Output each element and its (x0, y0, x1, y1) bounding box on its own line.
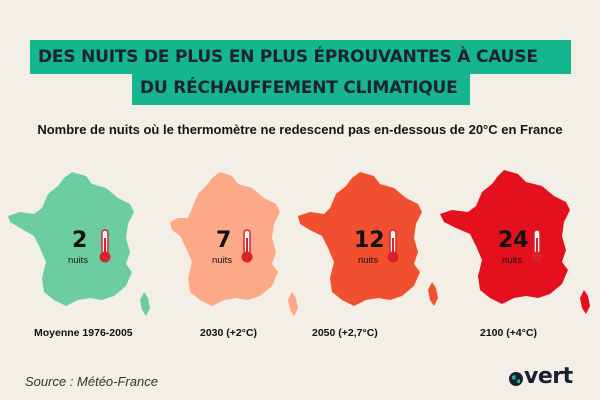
thermometer-icon (241, 229, 253, 263)
france-mainland (298, 172, 422, 306)
map-label: Moyenne 1976-2005 (34, 327, 133, 339)
map-card-2100: 24 nuits 2100 (+4°C) (438, 160, 590, 360)
brand-name: vert (524, 364, 573, 389)
source-credit: Source : Météo-France (25, 374, 158, 389)
corsica (288, 292, 298, 316)
france-mainland (8, 172, 134, 306)
corsica (140, 292, 150, 316)
thermometer-icon (99, 229, 111, 263)
france-map (170, 172, 298, 316)
corsica (580, 290, 590, 314)
corsica (428, 282, 438, 306)
france-map (298, 172, 438, 306)
map-label: 2100 (+4°C) (480, 327, 538, 339)
france-map (8, 172, 150, 316)
earth-icon (509, 372, 523, 386)
maps-row: 2 nuits Moyenne 1976-2005 7 nuits 2030 (… (0, 160, 600, 360)
map-unit: nuits (212, 255, 233, 266)
map-unit: nuits (502, 255, 523, 266)
map-card-2050: 12 nuits 2050 (+2,7°C) (296, 160, 446, 360)
map-unit: nuits (358, 255, 379, 266)
title-line-2: DU RÉCHAUFFEMENT CLIMATIQUE (132, 71, 470, 105)
title-line-1: DES NUITS DE PLUS EN PLUS ÉPROUVANTES À … (30, 40, 571, 74)
map-value: 7 (216, 228, 232, 253)
france-map (440, 170, 590, 314)
map-value: 24 (498, 228, 529, 253)
title-block: DES NUITS DE PLUS EN PLUS ÉPROUVANTES À … (0, 0, 600, 112)
map-label: 2030 (+2°C) (200, 327, 258, 339)
subtitle: Nombre de nuits où le thermomètre ne red… (37, 122, 563, 137)
map-value: 2 (72, 228, 88, 253)
map-value: 12 (354, 228, 385, 253)
map-card-1976-2005: 2 nuits Moyenne 1976-2005 (6, 160, 156, 360)
map-unit: nuits (68, 255, 89, 266)
france-mainland (440, 170, 570, 304)
france-mainland (170, 172, 280, 306)
thermometer-icon (531, 229, 543, 263)
thermometer-icon (387, 229, 399, 263)
map-card-2030: 7 nuits 2030 (+2°C) (168, 160, 318, 360)
map-label: 2050 (+2,7°C) (312, 327, 378, 339)
